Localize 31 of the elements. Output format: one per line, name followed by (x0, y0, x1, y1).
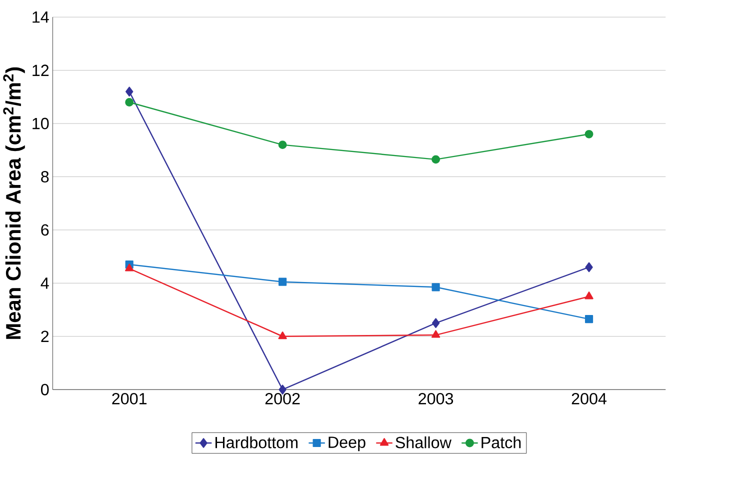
point (585, 262, 593, 272)
y-tick-label: 2 (41, 330, 49, 342)
text: Mean Clionid Area (cm$^{2}$/m$^{2}$) (3, 67, 25, 339)
point (584, 292, 594, 300)
point (431, 330, 440, 338)
legend-label: Shallow (396, 436, 452, 448)
x-tick-label: 2003 (418, 393, 454, 404)
point (432, 155, 440, 164)
y-tick-label: 8 (41, 171, 49, 183)
y-tick-label: 14 (32, 12, 49, 23)
legend-label: Patch (482, 436, 521, 448)
point (125, 264, 134, 272)
y-tick-label: 0 (41, 384, 49, 396)
legend-label: Deep (328, 436, 366, 452)
legend-label: Hardbottom (216, 436, 298, 448)
x-tick-label: 2002 (265, 393, 300, 404)
point (432, 283, 440, 292)
x-tick-label: 2004 (572, 393, 607, 404)
y-tick-label: 10 (32, 118, 49, 130)
y-tick-label: 4 (40, 278, 49, 289)
point (432, 318, 440, 328)
x-tick-label: 2001 (112, 393, 147, 404)
y-tick-label: 6 (41, 224, 49, 236)
point (584, 315, 594, 324)
point (584, 130, 594, 138)
point (278, 332, 287, 340)
y-tick-label: 12 (32, 64, 49, 76)
point (126, 86, 134, 97)
point (278, 278, 287, 286)
point (278, 140, 287, 150)
point (125, 98, 134, 107)
